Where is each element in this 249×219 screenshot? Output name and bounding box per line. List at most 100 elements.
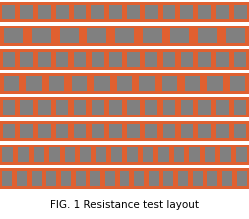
Bar (234, 5, 247, 19)
Bar (198, 52, 211, 67)
Bar (162, 76, 178, 91)
Bar (28, 28, 32, 43)
Bar (71, 124, 74, 138)
Bar (75, 147, 78, 162)
Bar (189, 28, 194, 43)
Bar (181, 124, 193, 138)
Bar (87, 76, 91, 91)
Bar (89, 124, 92, 138)
Bar (203, 171, 205, 186)
Bar (61, 171, 71, 186)
Bar (47, 147, 49, 162)
Bar (231, 52, 234, 67)
Bar (175, 100, 178, 115)
Bar (184, 147, 187, 162)
Bar (71, 171, 73, 186)
Bar (163, 52, 175, 67)
Bar (204, 76, 207, 91)
Bar (104, 52, 107, 67)
Bar (13, 147, 15, 162)
Bar (74, 100, 86, 115)
Bar (36, 124, 38, 138)
Bar (0, 52, 249, 67)
Bar (178, 76, 181, 91)
Bar (124, 147, 127, 162)
Bar (0, 73, 249, 76)
Bar (145, 5, 158, 19)
Bar (178, 100, 181, 115)
Bar (229, 100, 231, 115)
Bar (31, 147, 34, 162)
Bar (124, 5, 127, 19)
Bar (0, 145, 249, 147)
Bar (2, 147, 13, 162)
Bar (134, 28, 138, 43)
Bar (246, 124, 249, 138)
Bar (146, 171, 149, 186)
Bar (137, 147, 140, 162)
Bar (213, 100, 216, 115)
Bar (216, 124, 229, 138)
Bar (33, 100, 36, 115)
Bar (136, 76, 139, 91)
Bar (157, 100, 160, 115)
Bar (153, 147, 156, 162)
Bar (162, 28, 166, 43)
Bar (86, 52, 89, 67)
Bar (86, 5, 89, 19)
Bar (231, 5, 234, 19)
Bar (51, 124, 53, 138)
Bar (124, 52, 127, 67)
Bar (211, 100, 213, 115)
Bar (234, 147, 236, 162)
Bar (105, 171, 115, 186)
Bar (122, 5, 124, 19)
Bar (158, 147, 169, 162)
Bar (198, 100, 211, 115)
Bar (49, 76, 64, 91)
Bar (26, 76, 42, 91)
Bar (107, 147, 109, 162)
Bar (44, 171, 46, 186)
Bar (175, 52, 178, 67)
Bar (0, 171, 249, 186)
Bar (160, 100, 163, 115)
Bar (0, 124, 249, 138)
Bar (27, 171, 29, 186)
Bar (80, 147, 91, 162)
Bar (109, 124, 122, 138)
Bar (69, 5, 71, 19)
Bar (109, 100, 122, 115)
Bar (18, 52, 20, 67)
Bar (23, 76, 26, 91)
Bar (91, 5, 104, 19)
Bar (51, 28, 55, 43)
Bar (109, 147, 112, 162)
Bar (74, 124, 86, 138)
Bar (0, 171, 2, 186)
Bar (62, 147, 65, 162)
Bar (234, 124, 246, 138)
Bar (237, 171, 247, 186)
Bar (76, 171, 86, 186)
Bar (92, 100, 104, 115)
Bar (56, 5, 69, 19)
Bar (20, 52, 33, 67)
Bar (113, 76, 117, 91)
Bar (124, 100, 127, 115)
Bar (2, 5, 15, 19)
Bar (78, 147, 80, 162)
Bar (139, 76, 155, 91)
Bar (20, 124, 33, 138)
Bar (18, 124, 20, 138)
Text: FIG. 1 Resistance test layout: FIG. 1 Resistance test layout (50, 200, 199, 210)
Bar (236, 147, 247, 162)
Bar (232, 171, 234, 186)
Bar (166, 28, 170, 43)
Bar (32, 28, 51, 43)
Bar (246, 100, 249, 115)
Bar (196, 5, 198, 19)
Bar (45, 76, 49, 91)
Bar (163, 100, 175, 115)
Bar (0, 2, 249, 5)
